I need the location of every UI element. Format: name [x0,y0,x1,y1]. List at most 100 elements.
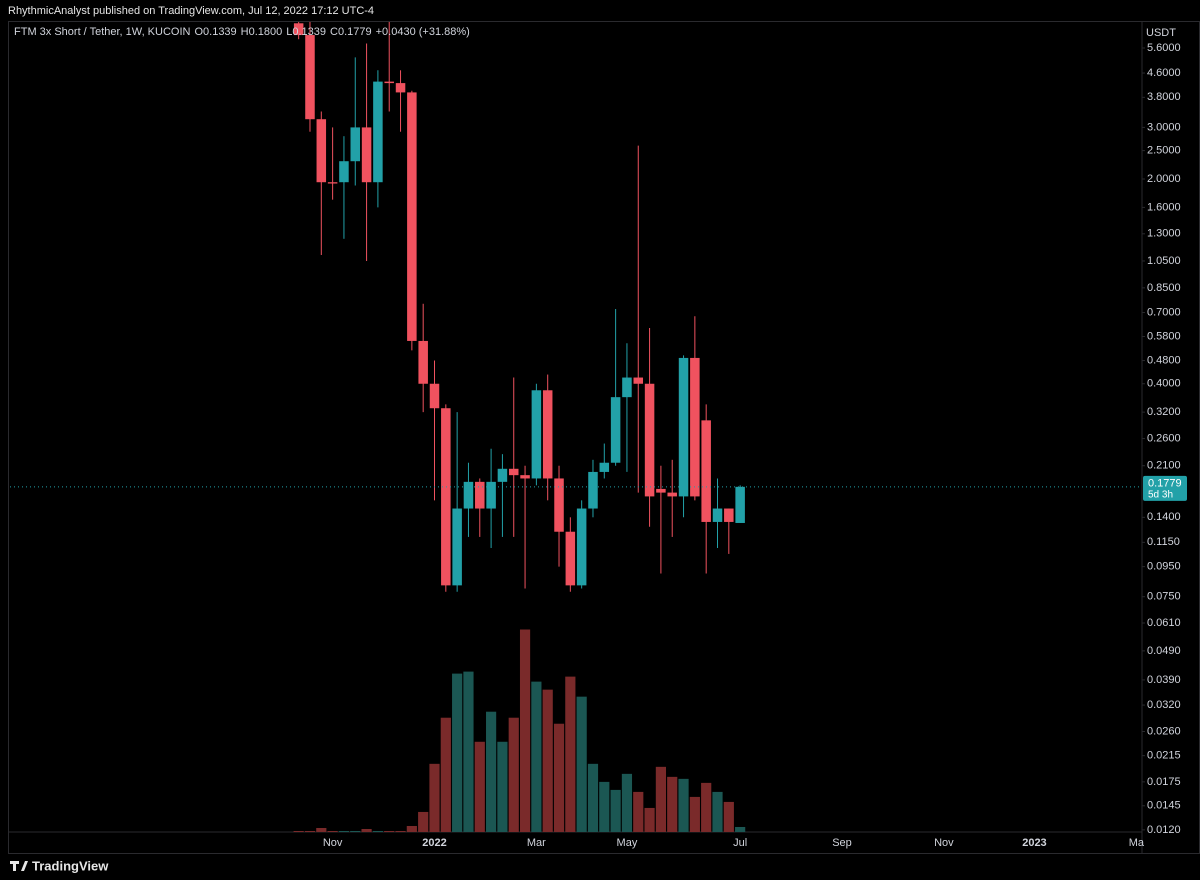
candle-body [622,377,632,398]
volume-bar [395,830,406,832]
x-tick-label: Jul [733,837,747,849]
candle-body [588,471,598,509]
y-tick-label: 0.0260 [1147,725,1181,737]
legend: FTM 3x Short / Tether, 1W, KUCOIN O0.133… [14,26,470,38]
candle-body [497,468,508,482]
y-tick-label: 0.0145 [1147,800,1181,812]
candle-body [508,468,519,476]
y-tick-label: 3.0000 [1147,121,1181,133]
brand-name: TradingView [32,858,109,873]
volume-bar [599,781,610,832]
x-tick-label: Ma [1129,837,1145,849]
x-tick-label: Sep [832,837,852,849]
volume-bar [712,791,723,832]
y-tick-label: 0.3200 [1147,406,1181,418]
candle-body [429,383,440,409]
candle-body [395,83,406,93]
volume-bar [429,763,440,832]
volume-bar [497,741,508,832]
legend-value: C0.1779 [330,26,372,38]
x-tick-label: 2022 [422,837,446,849]
candle-body [350,127,361,162]
y-tick-label: 0.0320 [1147,699,1181,711]
candle-body [463,481,474,509]
volume-bar [372,830,383,832]
volume-bar [621,773,633,832]
published-caption: RhythmicAnalyst published on TradingView… [8,5,374,17]
x-tick-label: May [617,837,638,849]
candle-body [690,357,700,497]
candle-body [520,475,530,479]
last-price-box [1143,475,1187,501]
candle-body [407,92,417,341]
brand-logo [10,861,28,871]
volume-bar [644,807,655,832]
y-tick-label: 0.2600 [1147,432,1181,444]
volume-bar [701,782,712,832]
volume-bar [293,830,304,832]
candle-body [610,397,621,463]
volume-bar [689,796,700,832]
candle-body [327,182,338,184]
y-tick-label: 0.4000 [1147,378,1181,390]
legend-value: L0.1339 [286,26,327,38]
candle-body [599,462,610,472]
volume-bar [463,671,474,832]
y-tick-label: 5.6000 [1147,42,1181,54]
candle-body [735,486,745,523]
candle-body [418,340,428,384]
x-tick-label: Nov [323,837,343,849]
volume-bar [723,801,734,832]
y-tick-label: 1.3000 [1147,228,1181,240]
y-tick-label: 0.1400 [1147,511,1181,523]
x-tick-label: Mar [527,837,546,849]
volume-bar [418,811,429,832]
candle-body [554,478,564,532]
volume-bar [327,830,338,832]
volume-bar [474,741,485,832]
candle-body [678,357,689,497]
candle-body [576,508,587,586]
candle-body [305,35,315,120]
y-tick-label: 0.0950 [1147,561,1181,573]
candle-body [712,508,723,522]
y-tick-label: 0.0215 [1147,750,1181,762]
candle-body [316,119,327,183]
y-tick-label: 0.0175 [1147,776,1181,788]
y-tick-label: 0.0390 [1147,674,1181,686]
legend-value: H0.1800 [240,26,283,38]
volume-bar [735,826,746,832]
volume-bar [565,676,576,832]
volume-bar [440,717,451,832]
last-price-label: 0.1779 [1148,478,1182,490]
y-tick-label: 0.4800 [1147,354,1181,366]
volume-bar [542,689,553,832]
y-tick-label: 0.5800 [1147,330,1181,342]
plot-area [293,22,746,832]
volume-bar [678,778,689,832]
candle-body [542,390,553,479]
volume-bar [361,828,372,832]
y-tick-label: 0.8500 [1147,282,1181,294]
volume-bar [452,673,463,832]
volume-bar [553,723,565,832]
candle-body [633,377,644,384]
candle-body [667,492,677,497]
volume-bar [338,830,350,832]
volume-bar [519,629,531,832]
volume-bar [384,830,395,832]
volume-bar [531,681,542,832]
y-tick-label: 0.1150 [1147,536,1180,548]
legend-value: O0.1339 [194,26,237,38]
y-tick-label: 0.7000 [1147,306,1181,318]
y-tick-label: 4.6000 [1147,67,1181,79]
volume-bar [508,717,519,832]
candle-body [644,383,655,497]
y-tick-label: 1.6000 [1147,201,1181,213]
volume-bar [633,791,644,832]
candle-body [475,481,485,509]
legend-symbol: FTM 3x Short / Tether, 1W, KUCOIN [14,26,191,38]
volume-bar [486,711,497,832]
volume-bar [350,830,361,832]
